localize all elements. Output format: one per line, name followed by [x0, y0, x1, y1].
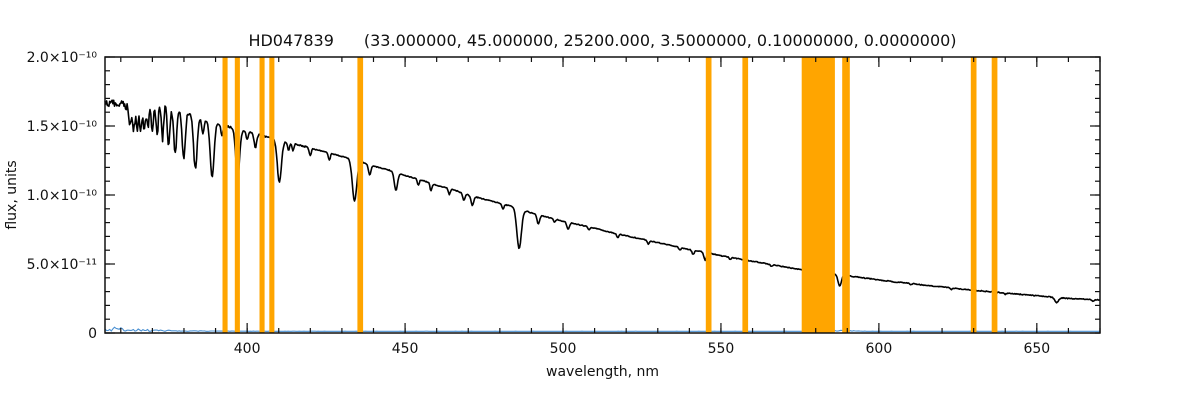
y-tick-label: 1.0×10⁻¹⁰: [27, 188, 98, 204]
spectrum-line: [104, 99, 1101, 304]
x-tick-label: 550: [708, 341, 735, 357]
x-tick-label: 450: [392, 341, 419, 357]
x-tick-label: 650: [1023, 341, 1050, 357]
x-tick-label: 500: [550, 341, 577, 357]
y-tick-label: 0: [88, 326, 97, 342]
x-tick-label: 400: [234, 341, 261, 357]
y-axis-label: flux, units: [4, 160, 20, 229]
contamination-band: [259, 57, 265, 333]
plot-frame: [104, 56, 1101, 334]
y-tick-label: 1.5×10⁻¹⁰: [27, 119, 98, 135]
y-tick-label: 2.0×10⁻¹⁰: [27, 50, 98, 66]
contamination-band: [970, 57, 977, 333]
chart-title: HD047839 (33.000000, 45.000000, 25200.000…: [248, 31, 956, 50]
contamination-band: [222, 57, 228, 333]
noise-line: [104, 326, 1100, 332]
chart-title-params: (33.000000, 45.000000, 25200.000, 3.5000…: [364, 31, 957, 50]
contamination-band: [991, 57, 998, 333]
x-tick-label: 600: [866, 341, 893, 357]
contamination-band: [234, 57, 240, 333]
contamination-band: [742, 57, 749, 333]
contamination-band: [705, 57, 712, 333]
y-tick-label: 5.0×10⁻¹¹: [27, 257, 97, 273]
contamination-band: [269, 57, 275, 333]
contamination-band: [842, 57, 850, 333]
chart-title-target: HD047839: [248, 31, 333, 50]
x-axis-label: wavelength, nm: [546, 364, 659, 380]
contamination-band: [357, 57, 364, 333]
contamination-band: [801, 57, 835, 333]
